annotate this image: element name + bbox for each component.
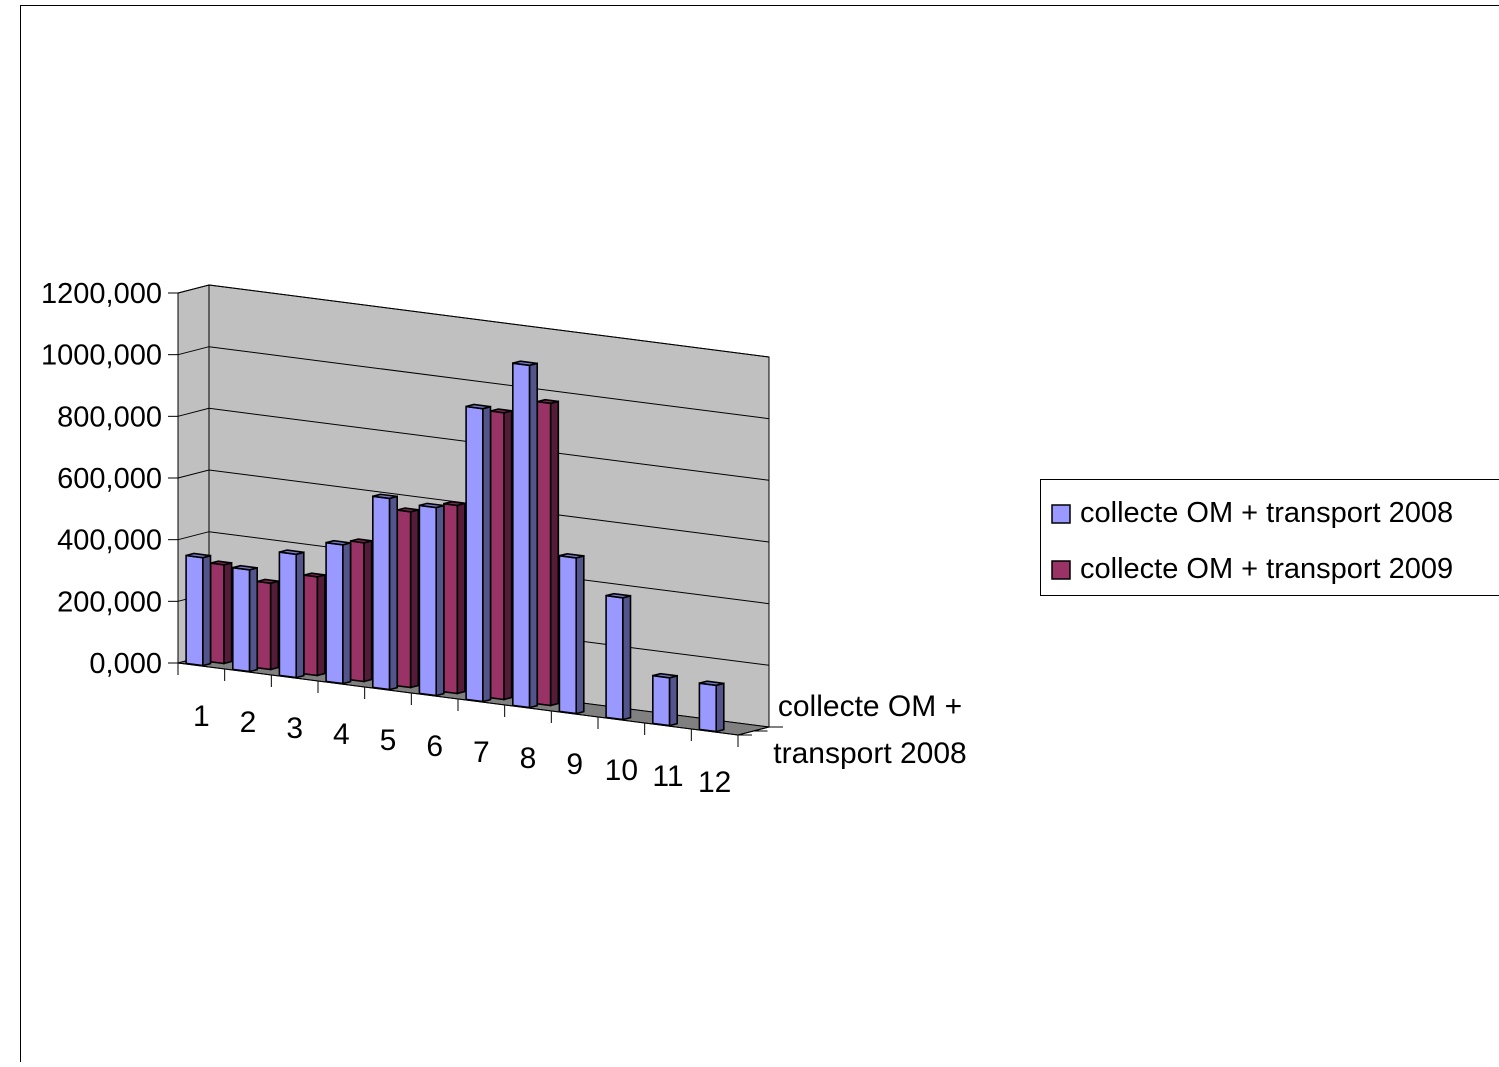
- bar-side: [504, 411, 512, 700]
- bar-top: [304, 573, 325, 577]
- bar-2008-6: [419, 503, 443, 695]
- legend-swatch-2008: [1052, 505, 1070, 523]
- bar-2009-6: [444, 502, 465, 694]
- bar-top: [444, 502, 465, 506]
- bar-2009-5: [397, 508, 418, 687]
- legend-item-2008: collecte OM + transport 2008: [1052, 497, 1453, 529]
- bar-side: [224, 563, 232, 664]
- bar-side: [250, 568, 258, 672]
- bar-2008-3: [279, 550, 303, 678]
- bar-side: [317, 575, 325, 676]
- depth-axis-label-line-1: collecte OM +: [778, 690, 962, 723]
- bar-front: [326, 543, 343, 684]
- bar-side: [436, 506, 444, 696]
- bar-side: [530, 363, 538, 707]
- y-tick-label: 400,000: [57, 525, 162, 557]
- bar-2008-7: [466, 405, 490, 702]
- bar-side: [411, 510, 419, 688]
- x-tick-label: 3: [286, 712, 303, 745]
- legend-label-2009: collecte OM + transport 2009: [1080, 553, 1453, 585]
- bar-2009-3: [304, 573, 325, 675]
- bar-side: [390, 496, 398, 689]
- x-tick-label: 9: [566, 748, 583, 781]
- bar-front: [419, 505, 436, 695]
- legend-swatch-2009: [1052, 561, 1070, 579]
- bar-side: [483, 407, 491, 702]
- legend-label-2008: collecte OM + transport 2008: [1080, 497, 1453, 529]
- x-tick-label: 10: [605, 754, 638, 787]
- x-tick-label: 7: [473, 736, 490, 769]
- x-tick-label: 6: [426, 730, 443, 763]
- y-tick-label: 600,000: [57, 463, 162, 495]
- x-tick-label: 1: [193, 700, 210, 733]
- bar-front: [233, 568, 250, 672]
- x-tick-label: 4: [333, 718, 350, 751]
- y-tick-label: 1200,000: [41, 278, 162, 310]
- bar-front: [211, 563, 224, 663]
- bar-2008-1: [186, 554, 210, 666]
- bar-2009-8: [537, 400, 558, 706]
- bar-2008-8: [513, 361, 537, 707]
- bar-front: [444, 504, 457, 694]
- y-tick-label: 1000,000: [41, 340, 162, 372]
- bar-front: [699, 683, 716, 731]
- legend: collecte OM + transport 2008 collecte OM…: [1041, 480, 1499, 596]
- x-tick-label: 12: [698, 766, 731, 799]
- bar-front: [559, 556, 576, 714]
- bar-side: [576, 556, 584, 714]
- x-tick-label: 5: [380, 724, 397, 757]
- bar-top: [537, 400, 558, 404]
- bar-front: [491, 411, 504, 700]
- y-tick-label: 0,000: [89, 648, 162, 680]
- bar-side: [623, 596, 631, 720]
- bar-2008-4: [326, 541, 350, 684]
- bar-2008-5: [373, 494, 397, 689]
- bar-2009-1: [211, 561, 232, 663]
- bar-2008-10: [606, 594, 630, 720]
- bar-side: [716, 683, 724, 731]
- bar-front: [653, 676, 670, 726]
- bar-2009-2: [257, 580, 278, 670]
- bar-side: [343, 543, 351, 684]
- y-tick-label: 200,000: [57, 586, 162, 618]
- bar-front: [606, 596, 623, 720]
- bar-side: [551, 401, 559, 705]
- bar-front: [397, 510, 410, 688]
- x-tick-label: 2: [240, 706, 257, 739]
- bar-front: [351, 541, 364, 682]
- bar-side: [203, 556, 211, 666]
- bar-front: [373, 496, 390, 689]
- bar-front: [537, 402, 550, 706]
- bar-2008-11: [653, 674, 677, 726]
- x-tick-label: 8: [520, 742, 537, 775]
- bar-side: [457, 503, 465, 693]
- bar-front: [466, 407, 483, 702]
- depth-axis-label: collecte OM + transport 2008: [773, 690, 966, 770]
- bar-front: [513, 363, 530, 707]
- bar-2009-7: [491, 409, 512, 699]
- bar-top: [211, 561, 232, 565]
- bar-front: [257, 582, 270, 670]
- legend-item-2009: collecte OM + transport 2009: [1052, 553, 1453, 585]
- bar-2008-2: [233, 566, 257, 672]
- x-tick-label: 11: [652, 760, 683, 793]
- bar-front: [279, 552, 296, 678]
- bar-front: [304, 575, 317, 675]
- bar-side: [364, 541, 372, 682]
- bar-front: [186, 556, 203, 666]
- bar-side: [271, 581, 279, 669]
- bar-2008-12: [699, 681, 723, 731]
- bar-top: [257, 580, 278, 584]
- y-tick-labels: 0,000 200,000 400,000 600,000 800,000 1000,00…: [41, 278, 162, 680]
- bar-2008-9: [559, 554, 583, 714]
- bar-side: [670, 676, 678, 726]
- bar-2009-4: [351, 539, 372, 681]
- bar-side: [296, 552, 304, 677]
- depth-axis-label-line-2: transport 2008: [773, 737, 966, 770]
- y-tick-label: 800,000: [57, 401, 162, 433]
